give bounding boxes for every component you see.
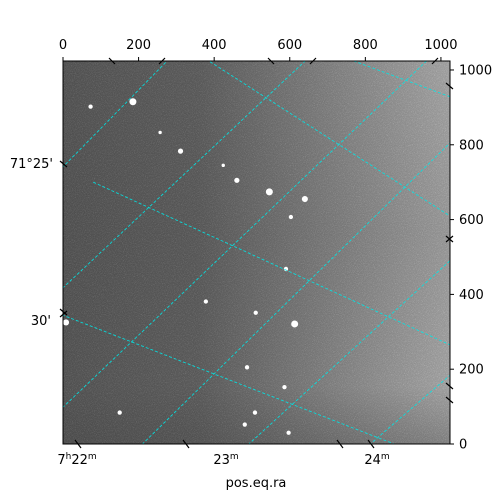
top-tick-label-2: 400 [202,38,227,53]
star-0 [129,98,137,106]
dec-tick-label-1: 30' [31,314,51,329]
grid-line-ra-5 [369,374,450,444]
star-9 [253,310,258,315]
star-14 [242,422,247,427]
x-axis-label: pos.eq.ra [226,476,287,491]
star-2 [177,148,184,154]
star-10 [291,320,299,328]
star-16 [117,410,122,415]
world-tick-14 [267,57,275,65]
ra-tick-label-2: 24m [364,452,389,468]
grid-line-dec-1 [93,181,450,346]
top-tick-label-0: 0 [59,38,67,53]
top-tick-label-1: 200 [126,38,151,53]
star-19 [286,430,291,435]
star-18 [221,163,225,168]
right-tick-label-0: 0 [459,438,467,453]
world-tick-12 [108,57,116,65]
grid-line-ra-0 [63,61,168,168]
star-13 [282,384,287,390]
world-tick-10 [445,382,454,390]
image-area [63,61,450,444]
ra-tick-label-1: 23m [213,452,238,468]
right-tick-label-5: 1000 [459,63,492,78]
star-3 [234,177,240,183]
world-tick-1 [182,439,190,449]
coordinate-grid [63,61,450,444]
star-4 [265,188,273,196]
world-tick-11 [445,396,454,404]
grid-line-ra-4 [248,260,450,444]
plot-frame [62,60,451,445]
world-tick-15 [309,57,317,65]
world-tick-0 [74,439,82,449]
top-tick-label-5: 1000 [424,38,457,53]
ra-tick-label-0: 7h22m [57,452,96,468]
right-pixel-axis: 0 200 400 600 800 1000 [450,63,492,453]
grid-line-dec-3 [352,61,450,98]
world-coordinate-axes [59,57,454,449]
world-tick-2 [336,439,344,449]
star-1 [88,104,93,109]
top-tick-label-4: 800 [353,38,378,53]
grid-line-dec-0 [63,314,396,444]
world-tick-6 [59,310,68,318]
right-tick-label-4: 800 [459,138,484,153]
right-tick-label-3: 600 [459,213,484,228]
world-tick-5 [59,308,68,316]
top-pixel-axis: 0 200 400 600 800 1000 [59,38,457,61]
world-tick-7 [445,82,454,90]
grid-line-ra-1 [63,61,306,289]
world-tick-13 [158,57,166,65]
world-tick-3 [367,439,375,449]
star-17 [158,130,162,135]
right-tick-label-1: 200 [459,363,484,378]
dec-tick-label-0: 71°25' [10,157,53,172]
world-tick-4 [59,160,68,168]
grid-line-ra-2 [63,61,428,408]
star-12 [244,365,250,370]
star-11 [63,319,70,326]
top-tick-label-3: 600 [277,38,302,53]
star-8 [203,299,209,304]
star-5 [301,195,308,203]
right-tick-label-2: 400 [459,288,484,303]
image-noise [63,61,450,444]
world-tick-16 [431,57,439,65]
star-layer [63,98,308,435]
star-6 [288,214,294,220]
grid-line-ra-3 [141,142,450,444]
star-15 [252,410,258,415]
world-tick-9 [445,235,454,243]
